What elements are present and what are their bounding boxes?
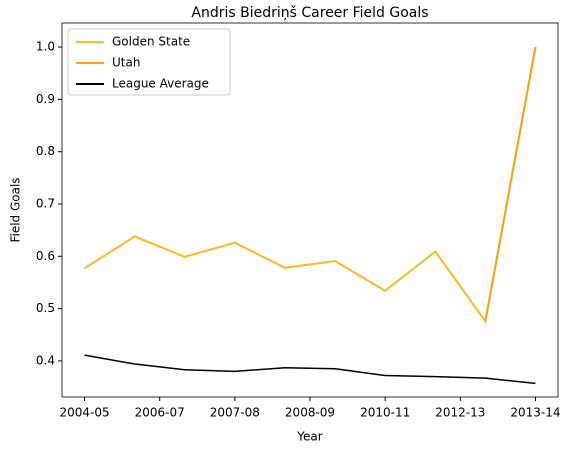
x-tick-label: 2007-08 — [210, 406, 260, 420]
series-line — [484, 46, 537, 322]
x-tick-label: 2008-09 — [285, 406, 335, 420]
chart-title: Andris Biedriņš Career Field Goals — [191, 5, 428, 21]
legend-label: League Average — [112, 77, 209, 91]
y-tick-label: 0.5 — [36, 301, 55, 315]
y-tick-label: 0.9 — [36, 92, 55, 106]
y-tick-label: 0.4 — [36, 353, 55, 367]
y-tick-label: 1.0 — [36, 40, 55, 54]
y-axis-label: Field Goals — [9, 177, 23, 242]
x-tick-label: 2012-13 — [435, 406, 485, 420]
plot-frame — [61, 22, 559, 398]
y-tick-label: 0.8 — [36, 144, 55, 158]
series-line — [84, 46, 537, 324]
x-tick-label: 2013-14 — [510, 406, 560, 420]
x-axis-label: Year — [296, 430, 322, 444]
legend-label: Golden State — [112, 35, 190, 49]
x-tick-label: 2006-07 — [135, 406, 185, 420]
series-line — [84, 354, 536, 385]
legend-label: Utah — [112, 56, 140, 70]
x-tick-label: 2010-11 — [360, 406, 410, 420]
y-tick-label: 0.6 — [36, 249, 55, 263]
y-tick-label: 0.7 — [36, 196, 55, 210]
legend-box — [67, 28, 231, 96]
x-tick-label: 2004-05 — [59, 406, 109, 420]
